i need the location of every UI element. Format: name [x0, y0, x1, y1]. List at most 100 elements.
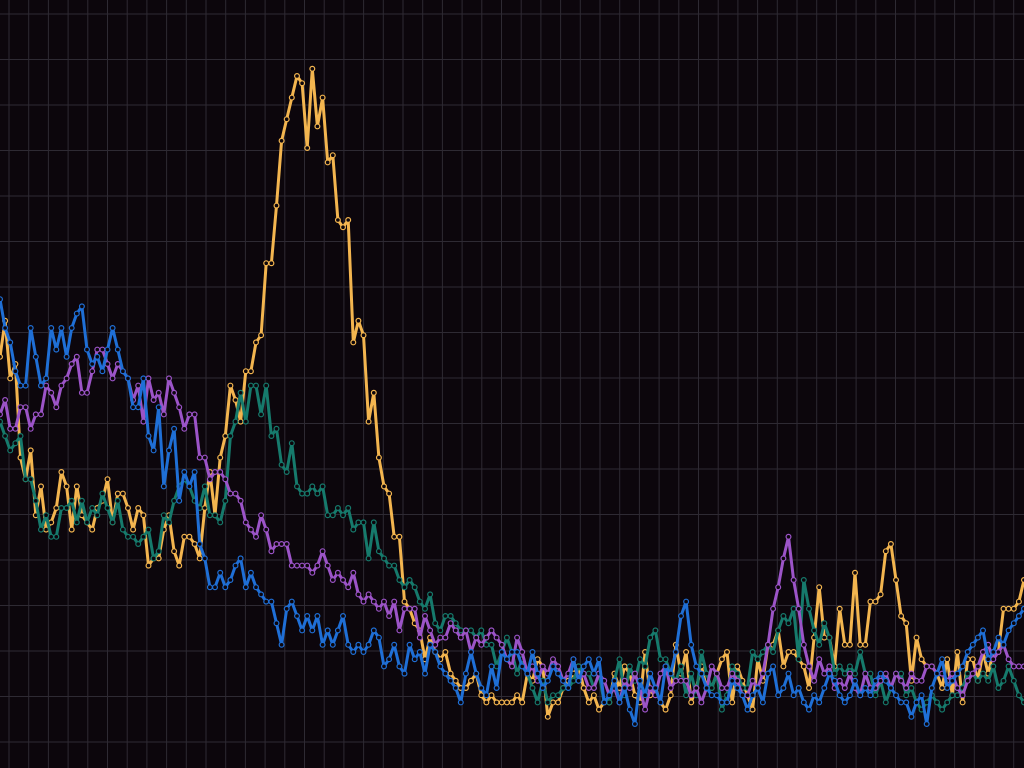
data-point — [345, 217, 352, 224]
data-point — [795, 684, 802, 691]
data-point — [657, 699, 664, 706]
data-point — [683, 677, 690, 684]
data-point — [68, 497, 75, 504]
data-point — [631, 720, 638, 727]
data-point — [355, 591, 362, 598]
data-point — [58, 325, 65, 332]
data-point — [606, 699, 613, 706]
data-point — [795, 656, 802, 663]
data-point — [821, 670, 828, 677]
data-point — [370, 627, 377, 634]
data-point — [713, 692, 720, 699]
data-point — [944, 699, 951, 706]
data-point — [32, 353, 39, 360]
data-point — [549, 663, 556, 670]
data-point — [841, 670, 848, 677]
data-point — [872, 692, 879, 699]
data-point — [718, 684, 725, 691]
data-point — [201, 454, 208, 461]
series-3 — [0, 296, 1024, 727]
data-point — [12, 425, 19, 432]
data-point — [667, 670, 674, 677]
data-point — [73, 483, 80, 490]
data-point — [150, 447, 157, 454]
data-point — [22, 404, 29, 411]
data-point — [851, 670, 858, 677]
data-point — [857, 641, 864, 648]
data-point — [0, 353, 3, 360]
data-point — [903, 684, 910, 691]
data-point — [990, 663, 997, 670]
data-point — [693, 684, 700, 691]
data-point — [923, 663, 930, 670]
data-point — [739, 692, 746, 699]
data-point — [78, 303, 85, 310]
data-point — [63, 353, 70, 360]
data-point — [821, 684, 828, 691]
data-point — [17, 404, 24, 411]
data-point — [7, 375, 14, 382]
data-point — [723, 648, 730, 655]
data-point — [657, 670, 664, 677]
data-point — [350, 526, 357, 533]
data-point — [268, 260, 275, 267]
data-point — [846, 670, 853, 677]
data-point — [729, 663, 736, 670]
data-point — [816, 656, 823, 663]
data-point — [836, 677, 843, 684]
data-point — [677, 612, 684, 619]
data-point — [877, 670, 884, 677]
data-point — [27, 447, 34, 454]
data-point — [191, 540, 198, 547]
data-point — [217, 454, 224, 461]
data-point — [416, 648, 423, 655]
data-point — [7, 425, 14, 432]
data-point — [585, 670, 592, 677]
data-point — [949, 670, 956, 677]
data-point — [754, 684, 761, 691]
data-point — [570, 656, 577, 663]
data-point — [268, 433, 275, 440]
data-point — [836, 605, 843, 612]
data-point — [898, 677, 905, 684]
data-point — [892, 692, 899, 699]
data-point — [43, 512, 50, 519]
data-point — [386, 490, 393, 497]
data-point — [509, 648, 516, 655]
data-point — [1010, 663, 1017, 670]
data-point — [949, 692, 956, 699]
data-point — [350, 339, 357, 346]
data-point — [375, 454, 382, 461]
data-point — [555, 670, 562, 677]
data-point — [759, 670, 766, 677]
data-point — [2, 397, 9, 404]
data-point — [677, 677, 684, 684]
data-point — [775, 627, 782, 634]
data-point — [462, 670, 469, 677]
data-point — [155, 555, 162, 562]
data-point — [212, 512, 219, 519]
data-point — [662, 656, 669, 663]
data-point — [780, 555, 787, 562]
data-point — [990, 656, 997, 663]
data-point — [140, 512, 147, 519]
data-point — [867, 692, 874, 699]
data-point — [83, 346, 90, 353]
data-point — [263, 598, 270, 605]
data-point — [662, 663, 669, 670]
data-point — [37, 411, 44, 418]
data-point — [478, 692, 485, 699]
data-point — [519, 648, 526, 655]
data-point — [954, 670, 961, 677]
data-point — [800, 699, 807, 706]
data-point — [288, 440, 295, 447]
data-point — [391, 641, 398, 648]
data-point — [580, 684, 587, 691]
data-point — [575, 677, 582, 684]
data-point — [89, 505, 96, 512]
data-point — [918, 656, 925, 663]
data-point — [58, 505, 65, 512]
data-point — [273, 540, 280, 547]
data-point — [99, 346, 106, 353]
data-point — [544, 713, 551, 720]
